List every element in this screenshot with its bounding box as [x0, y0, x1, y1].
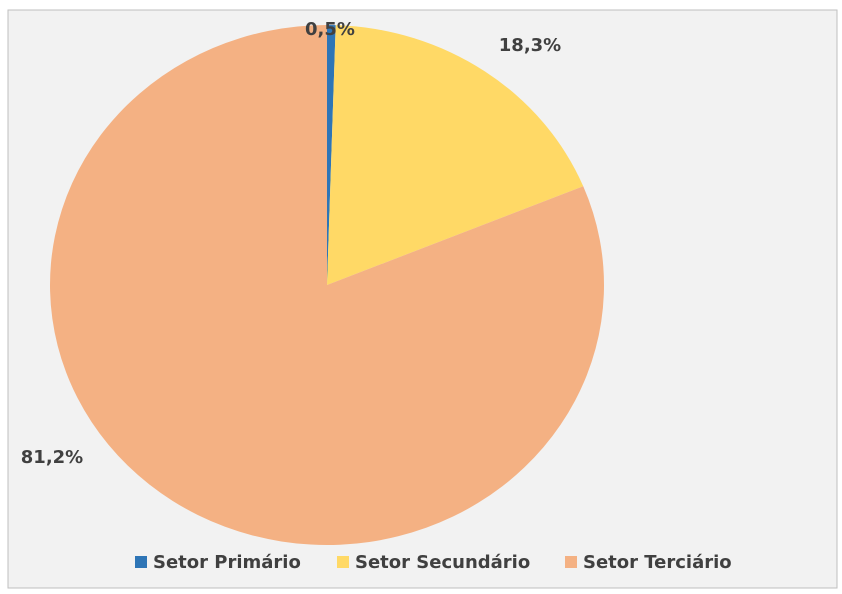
- legend-swatch: [337, 556, 349, 568]
- pie-slice: [50, 25, 605, 546]
- pie: [50, 25, 605, 546]
- pie-slice: [327, 25, 584, 285]
- legend-label: Setor Primário: [153, 552, 301, 573]
- pie-slice: [327, 25, 336, 285]
- legend-label: Setor Terciário: [583, 552, 732, 573]
- data-label: 81,2%: [21, 447, 83, 468]
- data-label: 18,3%: [499, 35, 561, 56]
- data-label: 0,5%: [305, 19, 355, 40]
- legend-swatch: [565, 556, 577, 568]
- legend: Setor Primário Setor Secundário Setor Terc…: [135, 552, 732, 573]
- legend-label: Setor Secundário: [355, 552, 530, 573]
- legend-swatch: [135, 556, 147, 568]
